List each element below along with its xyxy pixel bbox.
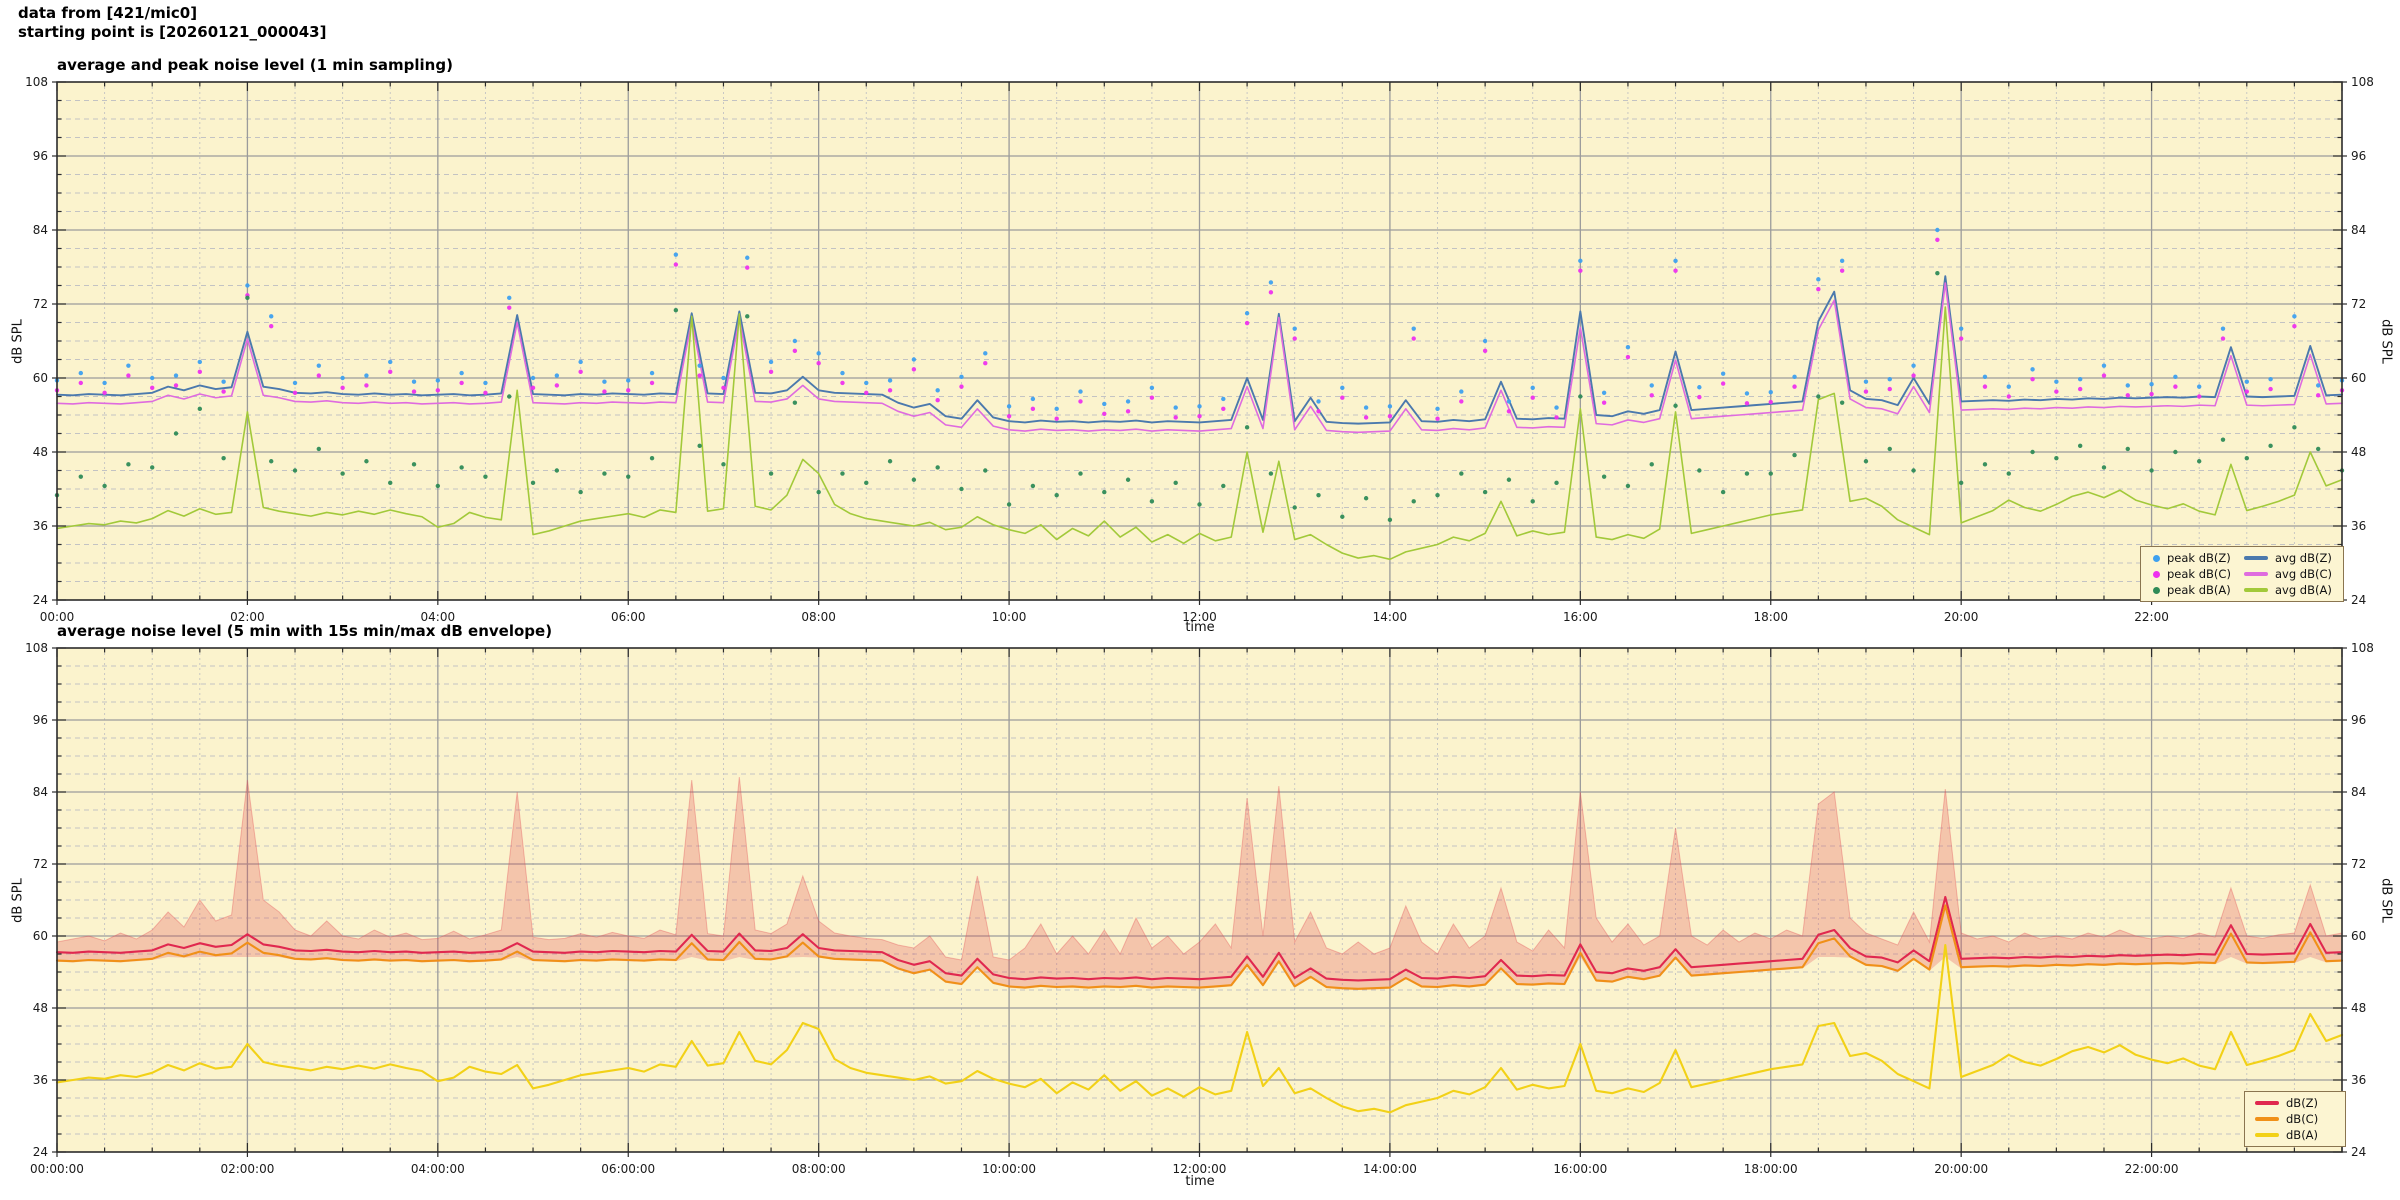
legend-entry-avg-dbc: avg dB(C) xyxy=(2242,566,2335,582)
svg-text:16:00:00: 16:00:00 xyxy=(1553,1162,1607,1176)
svg-text:02:00: 02:00 xyxy=(230,610,265,624)
legend-entry-peak-dbz: peak dB(Z) xyxy=(2149,550,2242,566)
legend-label: avg dB(Z) xyxy=(2275,551,2332,565)
svg-text:96: 96 xyxy=(33,713,48,727)
svg-text:60: 60 xyxy=(2351,371,2366,385)
svg-text:12:00:00: 12:00:00 xyxy=(1173,1162,1227,1176)
svg-text:84: 84 xyxy=(2351,785,2366,799)
chart2-ylabel-right: dB SPL xyxy=(2378,878,2394,923)
svg-text:48: 48 xyxy=(2351,1001,2366,1015)
svg-text:20:00: 20:00 xyxy=(1944,610,1979,624)
dbz-line-icon xyxy=(2255,1101,2279,1105)
peak-dba-dot-icon xyxy=(2153,586,2160,594)
legend-entry-dba: dB(A) xyxy=(2253,1127,2337,1143)
legend-entry-peak-dba: peak dB(A) xyxy=(2149,582,2242,598)
svg-text:48: 48 xyxy=(2351,445,2366,459)
legend-label: dB(C) xyxy=(2286,1112,2319,1126)
chart2-legend: dB(Z) dB(C) dB(A) xyxy=(2244,1091,2346,1147)
chart2-ylabel-left: dB SPL xyxy=(10,878,26,923)
svg-text:84: 84 xyxy=(33,785,48,799)
chart1-ylabel-right: dB SPL xyxy=(2378,319,2394,364)
svg-text:00:00:00: 00:00:00 xyxy=(30,1162,84,1176)
legend-label: peak dB(A) xyxy=(2167,583,2231,597)
legend-label: peak dB(Z) xyxy=(2167,551,2231,565)
legend-entry-dbz: dB(Z) xyxy=(2253,1095,2337,1111)
avg-dba-line-icon xyxy=(2244,588,2268,592)
legend-label: avg dB(C) xyxy=(2275,567,2333,581)
svg-text:72: 72 xyxy=(2351,297,2366,311)
legend-entry-dbc: dB(C) xyxy=(2253,1111,2337,1127)
svg-text:06:00:00: 06:00:00 xyxy=(601,1162,655,1176)
svg-text:20:00:00: 20:00:00 xyxy=(1934,1162,1988,1176)
chart1-title: average and peak noise level (1 min samp… xyxy=(57,56,453,74)
avg-dbz-line-icon xyxy=(2244,556,2268,560)
legend-entry-peak-dbc: peak dB(C) xyxy=(2149,566,2242,582)
svg-text:72: 72 xyxy=(2351,857,2366,871)
svg-text:48: 48 xyxy=(33,445,48,459)
legend-label: dB(A) xyxy=(2286,1128,2319,1142)
svg-text:10:00:00: 10:00:00 xyxy=(982,1162,1036,1176)
svg-text:96: 96 xyxy=(2351,713,2366,727)
svg-text:108: 108 xyxy=(25,641,48,655)
svg-text:14:00:00: 14:00:00 xyxy=(1363,1162,1417,1176)
svg-text:36: 36 xyxy=(2351,1073,2366,1087)
peak-dbc-dot-icon xyxy=(2153,570,2160,578)
svg-text:84: 84 xyxy=(2351,223,2366,237)
svg-text:48: 48 xyxy=(33,1001,48,1015)
chart1-ylabel-left: dB SPL xyxy=(10,319,26,364)
svg-text:16:00: 16:00 xyxy=(1563,610,1598,624)
svg-text:60: 60 xyxy=(2351,929,2366,943)
chart2-title: average noise level (5 min with 15s min/… xyxy=(57,622,553,640)
svg-text:24: 24 xyxy=(33,593,48,607)
svg-text:24: 24 xyxy=(33,1145,48,1159)
chart1-legend: peak dB(Z) avg dB(Z) peak dB(C) avg dB(C… xyxy=(2140,546,2344,602)
svg-text:18:00:00: 18:00:00 xyxy=(1744,1162,1798,1176)
svg-text:06:00: 06:00 xyxy=(611,610,646,624)
starting-point-line: starting point is [20260121_000043] xyxy=(18,23,327,41)
svg-text:24: 24 xyxy=(2351,1145,2366,1159)
dba-line-icon xyxy=(2255,1133,2279,1137)
svg-text:60: 60 xyxy=(33,929,48,943)
svg-text:108: 108 xyxy=(2351,641,2374,655)
data-source-line: data from [421/mic0] xyxy=(18,4,198,22)
svg-text:108: 108 xyxy=(25,75,48,89)
svg-text:36: 36 xyxy=(33,519,48,533)
svg-text:04:00: 04:00 xyxy=(421,610,456,624)
svg-text:08:00: 08:00 xyxy=(801,610,836,624)
svg-text:14:00: 14:00 xyxy=(1373,610,1408,624)
svg-text:18:00: 18:00 xyxy=(1753,610,1788,624)
svg-text:08:00:00: 08:00:00 xyxy=(792,1162,846,1176)
svg-text:96: 96 xyxy=(2351,149,2366,163)
legend-label: dB(Z) xyxy=(2286,1096,2319,1110)
legend-entry-avg-dbz: avg dB(Z) xyxy=(2242,550,2335,566)
svg-text:72: 72 xyxy=(33,857,48,871)
svg-text:02:00:00: 02:00:00 xyxy=(220,1162,274,1176)
svg-text:60: 60 xyxy=(33,371,48,385)
svg-text:12:00: 12:00 xyxy=(1182,610,1217,624)
chart1-xlabel: time xyxy=(1185,620,1215,635)
avg-dbc-line-icon xyxy=(2244,572,2268,576)
svg-text:10:00: 10:00 xyxy=(992,610,1027,624)
svg-text:84: 84 xyxy=(33,223,48,237)
legend-entry-avg-dba: avg dB(A) xyxy=(2242,582,2335,598)
legend-label: avg dB(A) xyxy=(2275,583,2332,597)
svg-text:00:00: 00:00 xyxy=(40,610,75,624)
chart2-xlabel: time xyxy=(1185,1174,1215,1189)
legend-label: peak dB(C) xyxy=(2167,567,2231,581)
svg-text:36: 36 xyxy=(33,1073,48,1087)
svg-text:72: 72 xyxy=(33,297,48,311)
svg-text:36: 36 xyxy=(2351,519,2366,533)
svg-text:22:00: 22:00 xyxy=(2134,610,2169,624)
svg-text:04:00:00: 04:00:00 xyxy=(411,1162,465,1176)
svg-text:108: 108 xyxy=(2351,75,2374,89)
svg-text:96: 96 xyxy=(33,149,48,163)
svg-text:24: 24 xyxy=(2351,593,2366,607)
peak-dbz-dot-icon xyxy=(2153,554,2160,562)
dbc-line-icon xyxy=(2255,1117,2279,1121)
svg-text:22:00:00: 22:00:00 xyxy=(2125,1162,2179,1176)
